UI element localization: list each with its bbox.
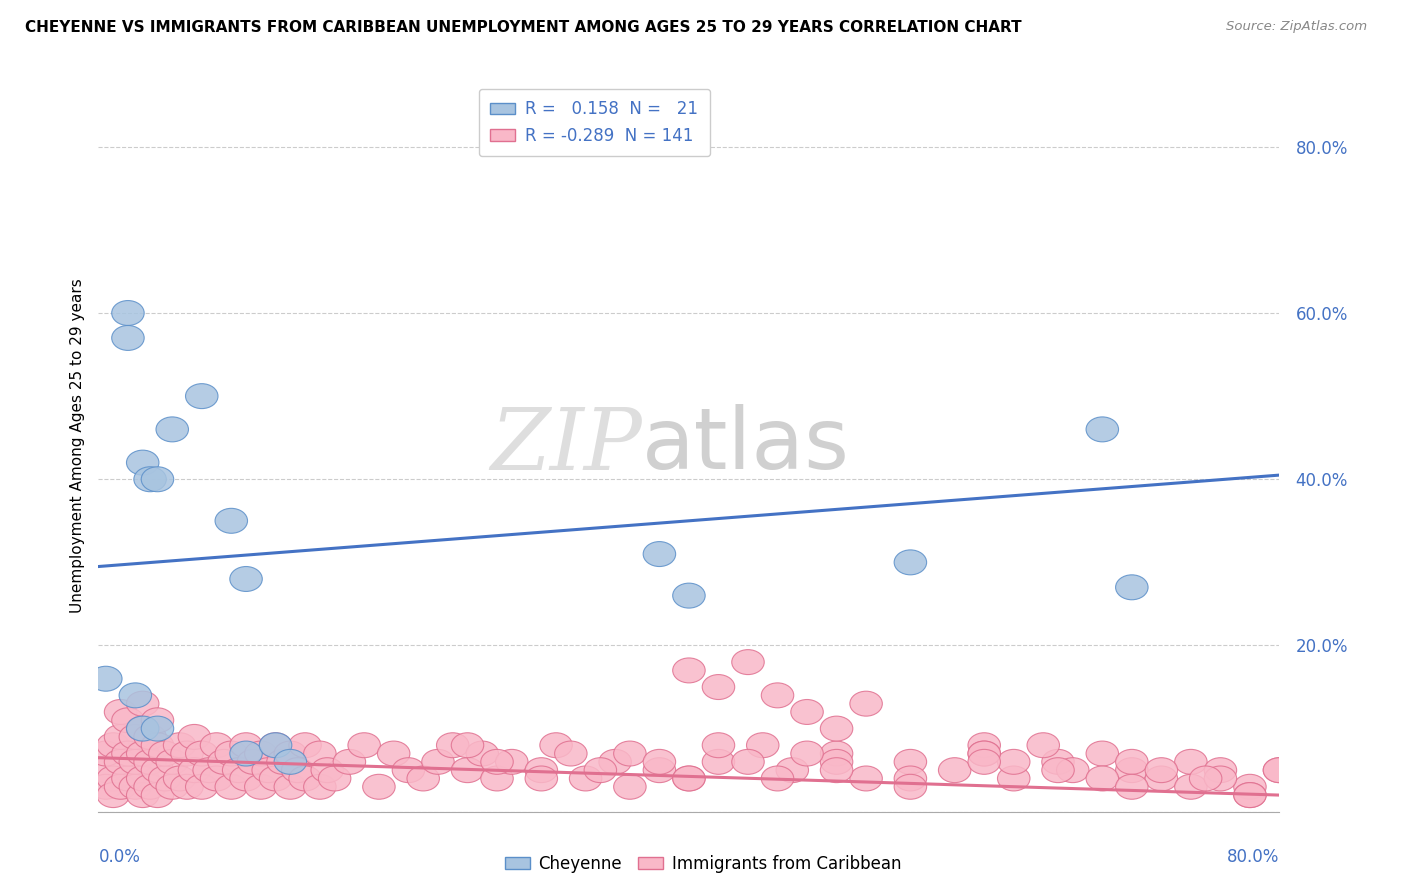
Text: ZIP: ZIP: [489, 405, 641, 487]
Text: CHEYENNE VS IMMIGRANTS FROM CARIBBEAN UNEMPLOYMENT AMONG AGES 25 TO 29 YEARS COR: CHEYENNE VS IMMIGRANTS FROM CARIBBEAN UN…: [25, 20, 1022, 35]
Text: 0.0%: 0.0%: [98, 848, 141, 866]
Text: Source: ZipAtlas.com: Source: ZipAtlas.com: [1226, 20, 1367, 33]
Y-axis label: Unemployment Among Ages 25 to 29 years: Unemployment Among Ages 25 to 29 years: [69, 278, 84, 614]
Text: atlas: atlas: [641, 404, 849, 488]
Text: 80.0%: 80.0%: [1227, 848, 1279, 866]
Legend: Cheyenne, Immigrants from Caribbean: Cheyenne, Immigrants from Caribbean: [498, 848, 908, 880]
Legend: R =   0.158  N =   21, R = -0.289  N = 141: R = 0.158 N = 21, R = -0.289 N = 141: [479, 88, 710, 156]
